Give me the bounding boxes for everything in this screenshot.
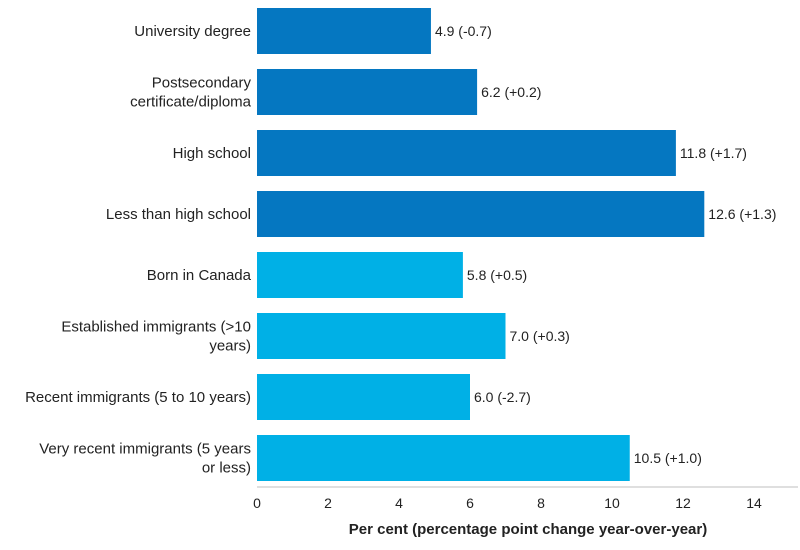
category-label-line: Established immigrants (>10 [61, 319, 251, 336]
category-label: Recent immigrants (5 to 10 years) [25, 389, 251, 406]
category-label: Born in Canada [147, 267, 252, 284]
bars-group [257, 8, 705, 481]
category-label-line: High school [173, 145, 251, 162]
category-label-line: certificate/diploma [130, 94, 252, 111]
bar [257, 130, 676, 176]
bar [257, 313, 506, 359]
category-label-line: Less than high school [106, 206, 251, 223]
category-label: Very recent immigrants (5 years or less) [39, 441, 251, 477]
category-label: Postsecondary certificate/diploma [130, 75, 252, 111]
x-tick-label: 14 [746, 495, 762, 511]
data-label: 6.2 (+0.2) [481, 84, 541, 100]
category-label-line: Born in Canada [147, 267, 252, 284]
x-axis-title: Per cent (percentage point change year-o… [349, 521, 707, 538]
category-label: University degree [134, 23, 251, 40]
x-tick-label: 6 [466, 495, 474, 511]
category-label-line: University degree [134, 23, 251, 40]
x-tick-label: 0 [253, 495, 261, 511]
data-label: 7.0 (+0.3) [510, 328, 570, 344]
category-label: Established immigrants (>10 years) [61, 319, 251, 355]
category-labels-group: University degree Postsecondary certificat… [25, 23, 252, 477]
category-label-line: Very recent immigrants (5 years [39, 441, 251, 458]
x-tick-label: 2 [324, 495, 332, 511]
bar [257, 252, 463, 298]
x-tick-labels-group: 0 2 4 6 8 10 12 14 [253, 495, 762, 511]
x-tick-label: 8 [537, 495, 545, 511]
x-tick-label: 12 [675, 495, 691, 511]
data-label: 4.9 (-0.7) [435, 23, 492, 39]
data-label: 12.6 (+1.3) [708, 206, 776, 222]
bar [257, 191, 705, 237]
bar [257, 435, 630, 481]
data-labels-group: 4.9 (-0.7) 6.2 (+0.2) 11.8 (+1.7) 12.6 (+1.… [435, 23, 776, 466]
bar [257, 69, 478, 115]
data-label: 5.8 (+0.5) [467, 267, 527, 283]
category-label-line: Recent immigrants (5 to 10 years) [25, 389, 251, 406]
category-label-line: Postsecondary [152, 75, 252, 92]
data-label: 10.5 (+1.0) [634, 450, 702, 466]
category-label: High school [173, 145, 251, 162]
data-label: 11.8 (+1.7) [680, 145, 747, 161]
bar [257, 8, 431, 54]
category-label-line: or less) [202, 460, 251, 477]
x-tick-label: 4 [395, 495, 403, 511]
data-label: 6.0 (-2.7) [474, 389, 531, 405]
x-tick-label: 10 [604, 495, 620, 511]
category-label-line: years) [209, 338, 251, 355]
bar [257, 374, 470, 420]
category-label: Less than high school [106, 206, 251, 223]
